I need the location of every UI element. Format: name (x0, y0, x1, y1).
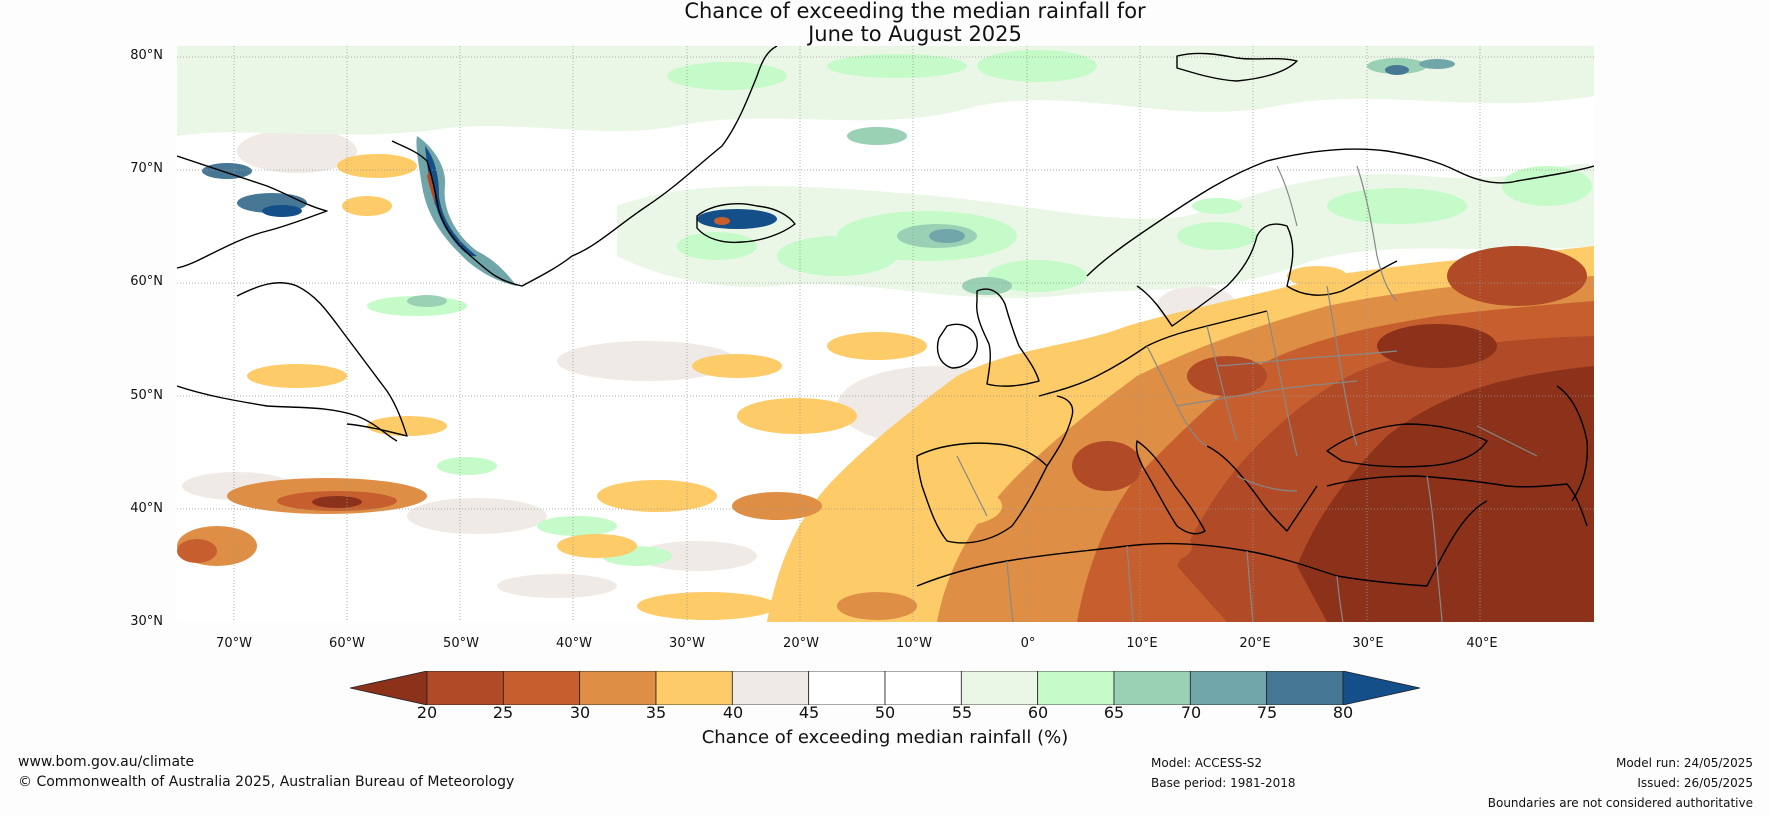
lat-label-70n: 70°N (130, 161, 163, 176)
lon-label-40e: 40°E (1466, 636, 1498, 651)
colorbar-svg (349, 670, 1421, 706)
footer-base-period: Base period: 1981-2018 (1151, 776, 1296, 790)
map-title: Chance of exceeding the median rainfall … (30, 0, 1770, 46)
lon-label-20w: 20°W (783, 636, 819, 651)
lat-label-60n: 60°N (130, 274, 163, 289)
colorbar-tick-45: 45 (798, 703, 820, 722)
mediterranean-east-coast (1426, 500, 1488, 587)
turkey-coast (1326, 475, 1588, 527)
colorbar-segment-35-40 (655, 670, 733, 706)
wet-anomalies (177, 46, 1594, 566)
footer-copyright: © Commonwealth of Australia 2025, Austra… (18, 774, 515, 790)
lat-label-40n: 40°N (130, 501, 163, 516)
north-africa-coast (916, 542, 1428, 587)
footer-model-run: Model run: 24/05/2025 (1615, 756, 1753, 770)
lon-label-0: 0° (1020, 636, 1036, 651)
black-sea-coast (1326, 423, 1488, 468)
lon-label-10w: 10°W (896, 636, 932, 651)
colorbar-segment-70-75 (1189, 670, 1268, 706)
colorbar-tick-40: 40 (722, 703, 744, 722)
lon-label-60w: 60°W (329, 636, 365, 651)
colorbar-segment-75-80 (1266, 670, 1344, 706)
footer-model: Model: ACCESS-S2 (1151, 756, 1263, 770)
italy-coast (1135, 440, 1206, 535)
colorbar-tick-25: 25 (492, 703, 514, 722)
colorbar-tick-65: 65 (1103, 703, 1125, 722)
norway-coast (1086, 148, 1594, 277)
colorbar-segment-20-25 (426, 670, 504, 706)
colorbar-tick-75: 75 (1256, 703, 1278, 722)
colorbar-tick-60: 60 (1027, 703, 1049, 722)
greenland-coast (391, 46, 778, 287)
balkans-coast (1206, 445, 1318, 532)
colorbar-segment-55-60 (960, 670, 1039, 706)
colorbar-segment-65-70 (1113, 670, 1191, 706)
country-borders (956, 165, 1538, 622)
lat-label-50n: 50°N (130, 388, 163, 403)
colorbar-segment-40-45 (731, 670, 810, 706)
ireland-coast (936, 323, 978, 369)
colorbar-arrow-low (349, 670, 428, 706)
colorbar-tick-70: 70 (1180, 703, 1202, 722)
colorbar-tick-55: 55 (951, 703, 973, 722)
great-britain-coast (975, 288, 1040, 387)
lon-label-70w: 70°W (216, 636, 252, 651)
colorbar-arrow-high (1342, 670, 1421, 706)
iberia-coast (916, 442, 1048, 544)
north-america-east-coast (177, 385, 398, 442)
colorbar-segment-30-35 (579, 670, 657, 706)
svalbard-coast (1176, 52, 1298, 82)
footer-website: www.bom.gov.au/climate (18, 754, 195, 770)
lon-label-30w: 30°W (669, 636, 705, 651)
colorbar-segment-50-55 (884, 670, 962, 706)
colorbar-tick-50: 50 (874, 703, 896, 722)
lon-label-50w: 50°W (443, 636, 479, 651)
sweden-finland-coast (1136, 223, 1398, 327)
forecast-map (177, 46, 1594, 622)
lon-label-30e: 30°E (1352, 636, 1384, 651)
lon-label-20e: 20°E (1239, 636, 1271, 651)
footer-disclaimer: Boundaries are not considered authoritat… (1487, 796, 1753, 810)
colorbar-segment-25-30 (502, 670, 581, 706)
map-title-line-1: Chance of exceeding the median rainfall … (684, 0, 1146, 23)
dry-anomalies (177, 154, 1594, 622)
baffin-coast (177, 155, 328, 269)
colorbar-segment-60-65 (1037, 670, 1115, 706)
france-coast (1046, 395, 1074, 467)
lat-label-30n: 30°N (130, 614, 163, 629)
colorbar-tick-20: 20 (416, 703, 438, 722)
forecast-map-svg (177, 46, 1594, 622)
map-title-line-2: June to August 2025 (808, 22, 1022, 46)
iceland-coast (696, 203, 796, 244)
labrador-coast (236, 282, 408, 437)
colorbar-label: Chance of exceeding median rainfall (%) (701, 727, 1069, 748)
colorbar (349, 670, 1421, 706)
colorbar-tick-30: 30 (569, 703, 591, 722)
colorbar-tick-35: 35 (645, 703, 667, 722)
colorbar-tick-80: 80 (1332, 703, 1354, 722)
colorbar-segment-45-50 (808, 670, 886, 706)
lat-label-80n: 80°N (130, 48, 163, 63)
colorbar-segments (426, 670, 1344, 706)
footer-issued: Issued: 26/05/2025 (1637, 776, 1753, 790)
coastlines (177, 46, 1594, 587)
caspian-coast (1556, 385, 1589, 502)
lon-label-40w: 40°W (556, 636, 592, 651)
graticule (177, 46, 1594, 622)
lon-label-10e: 10°E (1126, 636, 1158, 651)
